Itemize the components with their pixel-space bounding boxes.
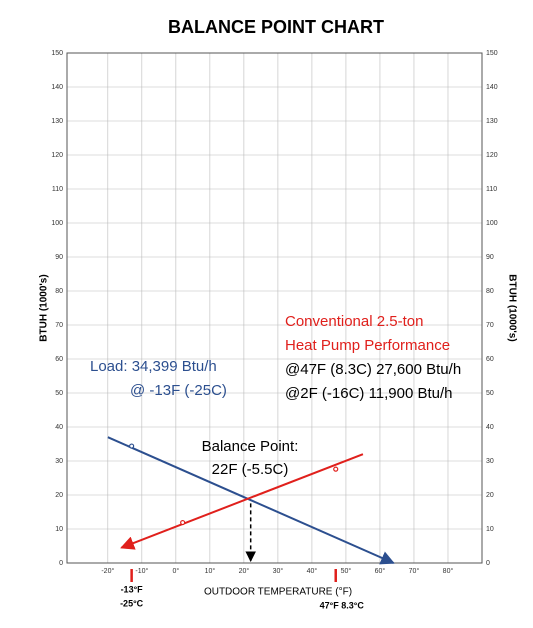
y-tick-label: 110 — [52, 186, 63, 193]
y-tick-label: 40 — [55, 424, 63, 431]
y2-tick-label: 30 — [486, 458, 494, 465]
y-tick-label: 30 — [55, 458, 63, 465]
annotation: 22F (-5.5C) — [212, 461, 289, 478]
x-tick-label: 80° — [443, 567, 454, 575]
x-tick-label: 60° — [375, 567, 386, 575]
y2-tick-label: 0 — [486, 560, 490, 567]
y2-tick-label: 40 — [486, 424, 494, 431]
x-tick-label: -20° — [101, 567, 114, 575]
y2-tick-label: 60 — [486, 356, 494, 363]
x-marker-label: -25°C — [120, 598, 144, 608]
y-tick-label: 80 — [55, 288, 63, 295]
data-point — [129, 443, 135, 449]
y-tick-label: 60 — [55, 356, 63, 363]
y2-tick-label: 130 — [486, 118, 498, 125]
y-tick-label: 100 — [51, 220, 63, 227]
y2-tick-label: 120 — [486, 152, 498, 159]
y-tick-label: 130 — [51, 118, 63, 125]
x-tick-label: 10° — [205, 567, 216, 575]
x-tick-label: -10° — [135, 567, 148, 575]
x-tick-label: 40° — [307, 567, 318, 575]
y2-tick-label: 20 — [486, 492, 494, 499]
y-tick-label: 70 — [55, 322, 63, 329]
y-tick-label: 20 — [55, 492, 63, 499]
x-tick-label: 20° — [239, 567, 250, 575]
y-tick-label: 10 — [55, 526, 63, 533]
x-tick-label: 30° — [273, 567, 284, 575]
y2-tick-label: 70 — [486, 322, 494, 329]
y2-tick-label: 90 — [486, 254, 494, 261]
annotation: @47F (8.3C) 27,600 Btu/h — [285, 361, 461, 378]
y-tick-label: 90 — [55, 254, 63, 261]
x-tick-label: 50° — [341, 567, 352, 575]
x-tick-label: 0° — [173, 567, 180, 575]
y-tick-label: 50 — [55, 390, 63, 397]
data-point — [333, 466, 339, 472]
annotation: Heat Pump Performance — [285, 337, 450, 354]
y2-axis-label: BTUH (1000's) — [506, 274, 517, 341]
annotation: Balance Point: — [202, 438, 299, 455]
data-line — [120, 453, 364, 550]
x-marker-label: -13°F — [121, 584, 144, 594]
y-tick-label: 150 — [51, 50, 63, 57]
y-tick-label: 120 — [51, 152, 63, 159]
x-tick-label: 70° — [409, 567, 420, 575]
y-axis-label: BTUH (1000's) — [39, 274, 50, 341]
annotation: @ -13F (-25C) — [130, 382, 227, 399]
y2-tick-label: 10 — [486, 526, 494, 533]
y2-tick-label: 80 — [486, 288, 494, 295]
chart-title: BALANCE POINT CHART — [168, 17, 384, 37]
y-tick-label: 140 — [51, 84, 63, 91]
data-line — [107, 436, 395, 565]
y-tick-label: 0 — [59, 560, 63, 567]
x-axis-label: OUTDOOR TEMPERATURE (°F) — [204, 587, 352, 598]
y2-tick-label: 110 — [486, 186, 497, 193]
y2-tick-label: 50 — [486, 390, 494, 397]
annotation: Load: 34,399 Btu/h — [90, 358, 217, 375]
plot-frame — [66, 52, 483, 564]
annotation: Conventional 2.5-ton — [285, 313, 423, 330]
y2-tick-label: 150 — [486, 50, 498, 57]
y2-tick-label: 100 — [486, 220, 498, 227]
y2-tick-label: 140 — [486, 84, 498, 91]
x-marker-label: 47°F 8.3°C — [320, 600, 365, 610]
annotation: @2F (-16C) 11,900 Btu/h — [285, 385, 453, 402]
data-point — [180, 519, 186, 526]
